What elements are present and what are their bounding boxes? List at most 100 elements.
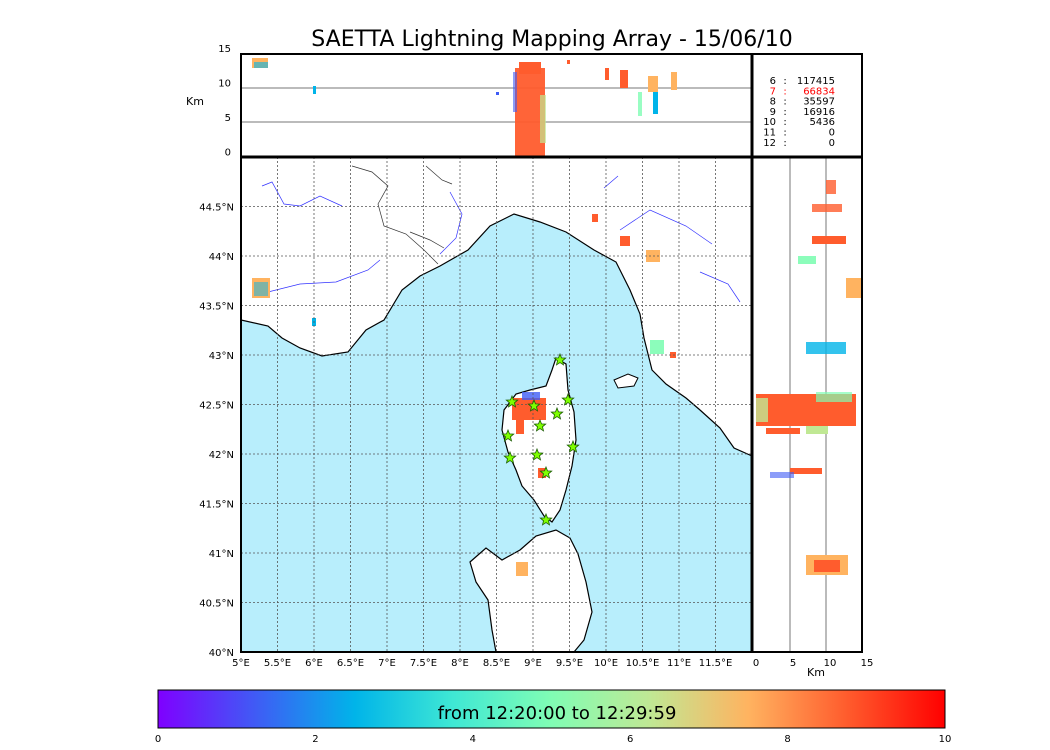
- longitude-tick-label: 11°E: [667, 658, 691, 669]
- longitude-tick-label: 9.5°E: [556, 658, 583, 669]
- side-tick-label: 0: [753, 658, 759, 669]
- sardinia-island: [469, 529, 593, 652]
- latitude-tick-label: 44.5°N: [199, 203, 234, 214]
- colorbar-ticks: 0 2 4 6 8 10: [155, 734, 952, 745]
- longitude-tick-label: 8°E: [451, 658, 469, 669]
- longitude-tick-label: 10.5°E: [626, 658, 660, 669]
- station-stat-row: 9: 16916: [770, 107, 835, 118]
- lma-station-star: [550, 406, 564, 420]
- altitude-lightning-sources: [252, 58, 677, 156]
- source-count-value: 16916: [803, 107, 835, 118]
- longitude-tick-label: 6.5°E: [337, 658, 364, 669]
- station-count-label: 7: [770, 86, 776, 97]
- lma-station-star: [527, 398, 541, 412]
- longitude-tick-label: 11.5°E: [699, 658, 733, 669]
- station-stat-row: 11: 0: [763, 128, 835, 139]
- latitude-tick-label: 43°N: [209, 351, 234, 362]
- station-stat-row: 8: 35597: [770, 97, 835, 108]
- longitude-tick-label: 10°E: [594, 658, 618, 669]
- colorbar-tick-label: 6: [627, 734, 633, 745]
- latitude-ticks: 44.5°N 44°N 43.5°N 43°N 42.5°N 42°N 41.5°N 41°N…: [199, 203, 234, 660]
- station-stat-row: 6:117415: [770, 76, 835, 87]
- colorbar-tick-label: 2: [312, 734, 318, 745]
- longitude-tick-label: 6°E: [305, 658, 323, 669]
- altitude-axis-ticks: 15 10 5 0: [218, 44, 231, 159]
- lma-station-star: [566, 439, 580, 453]
- stat-separator: :: [783, 138, 786, 149]
- side-tick-label: 15: [861, 658, 874, 669]
- latitude-tick-label: 40°N: [209, 648, 234, 659]
- station-count-label: 12: [763, 138, 776, 149]
- lma-station-star: [501, 428, 515, 442]
- map-panel: [241, 157, 752, 652]
- side-axis-label: Km: [807, 666, 825, 679]
- stat-separator: :: [783, 86, 786, 97]
- latitude-tick-label: 43.5°N: [199, 302, 234, 313]
- lma-station-star: [503, 450, 517, 464]
- time-colorbar: [157, 689, 946, 729]
- station-stat-row: 10: 5436: [763, 117, 835, 128]
- graticule: [241, 157, 752, 652]
- source-count-value: 5436: [810, 117, 835, 128]
- stat-separator: :: [783, 97, 786, 108]
- station-stat-row: 7: 66834: [770, 86, 835, 97]
- source-count-value: 117415: [797, 76, 835, 87]
- stat-separator: :: [783, 128, 786, 139]
- colorbar-tick-label: 10: [939, 734, 952, 745]
- station-count-label: 8: [770, 97, 776, 108]
- stat-separator: :: [783, 76, 786, 87]
- altitude-tick-label: 15: [218, 44, 231, 55]
- station-count-label: 9: [770, 107, 776, 118]
- stat-separator: :: [783, 107, 786, 118]
- station-stats-panel: 6:1174157:668348:355979:1691610:543611:0…: [752, 54, 862, 157]
- longitude-tick-label: 8.5°E: [483, 658, 510, 669]
- side-lightning-sources: [756, 180, 862, 575]
- altitude-tick-label: 10: [218, 79, 231, 90]
- altitude-tick-label: 0: [225, 148, 231, 159]
- source-count-value: 66834: [803, 86, 835, 97]
- station-count-label: 10: [763, 117, 776, 128]
- figure-frame: [240, 53, 863, 653]
- side-axis-ticks: 0 5 10 15: [753, 658, 874, 669]
- altitude-latitude-panel: [740, 157, 862, 652]
- lma-station-star: [533, 418, 547, 432]
- latitude-tick-label: 44°N: [209, 252, 234, 263]
- latitude-tick-label: 40.5°N: [199, 599, 234, 610]
- elba-island: [613, 373, 639, 389]
- latitude-tick-label: 41.5°N: [199, 500, 234, 511]
- side-tick-label: 5: [790, 658, 796, 669]
- lma-station-star: [539, 512, 553, 526]
- longitude-tick-label: 5°E: [232, 658, 250, 669]
- stat-separator: :: [783, 117, 786, 128]
- side-tick-label: 10: [824, 658, 837, 669]
- plot-title: SAETTA Lightning Mapping Array - 15/06/1…: [311, 27, 792, 52]
- altitude-tick-label: 5: [225, 113, 231, 124]
- longitude-tick-label: 9°E: [524, 658, 542, 669]
- source-count-value: 0: [829, 138, 835, 149]
- lma-station-star: [561, 392, 575, 406]
- station-count-label: 11: [763, 128, 776, 139]
- lma-station-star: [530, 447, 544, 461]
- latitude-tick-label: 42°N: [209, 450, 234, 461]
- colorbar-tick-label: 0: [155, 734, 161, 745]
- time-range-caption: from 12:20:00 to 12:29:59: [438, 703, 677, 724]
- source-count-value: 0: [829, 128, 835, 139]
- station-markers: [501, 352, 580, 526]
- latitude-tick-label: 42.5°N: [199, 401, 234, 412]
- lma-station-star: [539, 465, 553, 479]
- country-borders: [351, 165, 453, 265]
- lma-station-star: [505, 394, 519, 408]
- latitude-tick-label: 41°N: [209, 549, 234, 560]
- station-count-label: 6: [770, 76, 776, 87]
- longitude-tick-label: 7°E: [378, 658, 396, 669]
- altitude-axis-label: Km: [186, 95, 204, 108]
- longitude-ticks: 5°E 5.5°E 6°E 6.5°E 7°E 7.5°E 8°E 8.5°E 9°E 9.5°E…: [232, 658, 732, 669]
- longitude-tick-label: 7.5°E: [410, 658, 437, 669]
- longitude-tick-label: 5.5°E: [264, 658, 291, 669]
- station-stat-row: 12: 0: [763, 138, 835, 149]
- lma-station-star: [553, 352, 567, 366]
- altitude-longitude-panel: [241, 54, 752, 157]
- colorbar-tick-label: 4: [470, 734, 476, 745]
- colorbar-tick-label: 8: [784, 734, 790, 745]
- source-count-value: 35597: [803, 97, 835, 108]
